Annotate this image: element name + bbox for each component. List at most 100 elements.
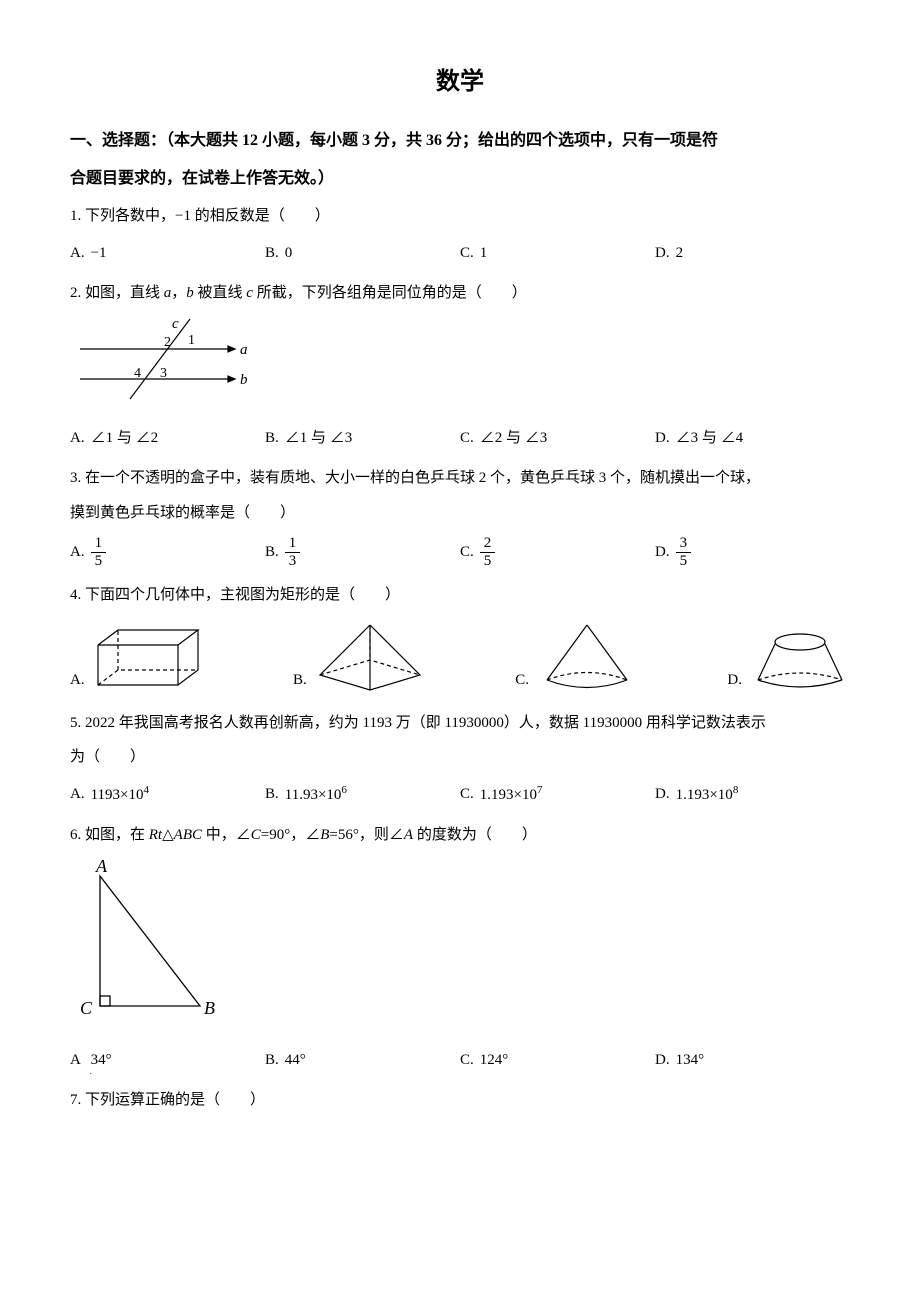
q5-opt-c: C. 1.193×107 xyxy=(460,778,655,812)
fraction: 25 xyxy=(480,535,496,569)
opt-value: 124° xyxy=(480,1046,509,1075)
q6-opt-a: A 34° . xyxy=(70,1044,265,1077)
q6-options: A 34° . B. 44° C.124° D.134° xyxy=(70,1044,850,1077)
opt-label: D. xyxy=(655,538,670,567)
opt-label: D. xyxy=(655,424,670,453)
q2-fig-label-c: c xyxy=(172,316,179,332)
opt-value: 44° xyxy=(285,1046,306,1075)
q3-opt-d: D.35 xyxy=(655,533,850,571)
q2-fig-angle-3: 3 xyxy=(160,366,167,381)
exp: 6 xyxy=(341,784,347,796)
page-title: 数学 xyxy=(70,60,850,106)
q6-a: A xyxy=(404,827,413,843)
q6-c: C xyxy=(251,827,261,843)
opt-value: 1193×104 xyxy=(91,780,149,810)
q6-text: 6. 如图，在 Rt△ABC 中，∠C=90°，∠B=56°，则∠A 的度数为（… xyxy=(70,821,850,850)
opt-label: D. xyxy=(655,1046,670,1075)
fraction: 13 xyxy=(285,535,301,569)
q1-opt-d: D.2 xyxy=(655,237,850,270)
q1-opt-a: A.−1 xyxy=(70,237,265,270)
q6-tri: △ xyxy=(162,827,174,843)
q4-opt-a: A. xyxy=(70,625,203,695)
q1-opt-c: C.1 xyxy=(460,237,655,270)
q5-opt-b: B.11.93×106 xyxy=(265,778,460,812)
q6-opt-d: D.134° xyxy=(655,1044,850,1077)
q6-eq2: =56°，则∠ xyxy=(329,827,403,843)
exp: 7 xyxy=(537,784,543,796)
frac-den: 5 xyxy=(676,553,692,570)
q3-text-l1: 3. 在一个不透明的盒子中，装有质地、大小一样的白色乒乓球 2 个，黄色乒乓球 … xyxy=(70,464,850,493)
q4-opt-c: C. xyxy=(515,620,637,695)
opt-label: A. xyxy=(70,666,85,695)
q5-text-l1: 5. 2022 年我国高考报名人数再创新高，约为 1193 万（即 119300… xyxy=(70,709,850,738)
section-heading-line2: 合题目要求的，在试卷上作答无效。） xyxy=(70,164,850,194)
opt-label: A. xyxy=(70,239,85,268)
opt-value: 134° xyxy=(676,1046,705,1075)
q2-opt-a: A.∠1 与 ∠2 xyxy=(70,422,265,455)
q2-suffix: 所截，下列各组角是同位角的是（ ） xyxy=(253,285,527,301)
q2-fig-angle-4: 4 xyxy=(134,366,141,381)
opt-label: C. xyxy=(515,666,529,695)
opt-label: A. xyxy=(70,780,85,809)
frac-den: 3 xyxy=(285,553,301,570)
q5-text-l2: 为（ ） xyxy=(70,743,850,772)
opt-label: C. xyxy=(460,780,474,809)
q2-options: A.∠1 与 ∠2 B.∠1 与 ∠3 C.∠2 与 ∠3 D.∠3 与 ∠4 xyxy=(70,422,850,455)
q2-fig-angle-1: 1 xyxy=(188,333,195,348)
q3-opt-a: A.15 xyxy=(70,533,265,571)
exp: 8 xyxy=(733,784,739,796)
opt-label: A xyxy=(70,1052,81,1068)
cuboid-icon xyxy=(93,625,203,695)
q6-rt: Rt xyxy=(149,827,162,843)
opt-label: D. xyxy=(727,666,742,695)
q2-text: 2. 如图，直线 a，b 被直线 c 所截，下列各组角是同位角的是（ ） xyxy=(70,279,850,308)
section-heading-line1: 一、选择题：（本大题共 12 小题，每小题 3 分，共 36 分；给出的四个选项… xyxy=(70,126,850,156)
q2-fig-label-a: a xyxy=(240,342,248,358)
opt-value: 11.93×106 xyxy=(285,780,347,810)
opt-label: A. xyxy=(70,424,85,453)
q1-opt-b: B.0 xyxy=(265,237,460,270)
q2-opt-c: C.∠2 与 ∠3 xyxy=(460,422,655,455)
q3-text-l2: 摸到黄色乒乓球的概率是（ ） xyxy=(70,499,850,528)
q6-opt-b: B. 44° xyxy=(265,1044,460,1077)
q2-sep1: ， xyxy=(171,285,186,301)
q5-opt-a: A.1193×104 xyxy=(70,778,265,812)
frac-den: 5 xyxy=(480,553,496,570)
q4-opt-b: B. xyxy=(293,620,425,695)
opt-value: ∠1 与 ∠3 xyxy=(285,424,353,453)
opt-label: B. xyxy=(265,780,279,809)
frac-num: 2 xyxy=(480,535,496,553)
q2-opt-d: D.∠3 与 ∠4 xyxy=(655,422,850,455)
opt-label: B. xyxy=(265,1046,279,1075)
frac-num: 1 xyxy=(285,535,301,553)
opt-label: B. xyxy=(293,666,307,695)
q1-text: 1. 下列各数中，−1 的相反数是（ ） xyxy=(70,202,850,231)
q3-opt-b: B.13 xyxy=(265,533,460,571)
frac-den: 5 xyxy=(91,553,107,570)
base: 1.193×10 xyxy=(480,787,537,803)
q3-opt-c: C.25 xyxy=(460,533,655,571)
fraction: 15 xyxy=(91,535,107,569)
q7-text: 7. 下列运算正确的是（ ） xyxy=(70,1086,850,1115)
frustum-icon xyxy=(750,630,850,695)
opt-value: 34° xyxy=(91,1052,112,1068)
q5-options: A.1193×104 B.11.93×106 C. 1.193×107 D.1.1… xyxy=(70,778,850,812)
opt-value: 1.193×108 xyxy=(676,780,739,810)
q6-mid: 中，∠ xyxy=(202,827,251,843)
q2-mid4: 被直线 xyxy=(194,285,247,301)
q6-opt-c: C.124° xyxy=(460,1044,655,1077)
fraction: 35 xyxy=(676,535,692,569)
opt-value: 2 xyxy=(676,239,684,268)
q2-opt-b: B.∠1 与 ∠3 xyxy=(265,422,460,455)
q2-b: b xyxy=(186,285,194,301)
q2-prefix: 2. 如图，直线 xyxy=(70,285,164,301)
q6-fig-label-b: B xyxy=(204,998,215,1018)
q6-fig-label-c: C xyxy=(80,998,93,1018)
opt-label: B. xyxy=(265,239,279,268)
q6-prefix: 6. 如图，在 xyxy=(70,827,149,843)
q5-opt-d: D.1.193×108 xyxy=(655,778,850,812)
opt-label: A. xyxy=(70,538,85,567)
q6-suffix: 的度数为（ ） xyxy=(413,827,537,843)
q2-figure: a b c 1 2 3 4 xyxy=(70,314,250,404)
q2-c: c xyxy=(246,285,253,301)
